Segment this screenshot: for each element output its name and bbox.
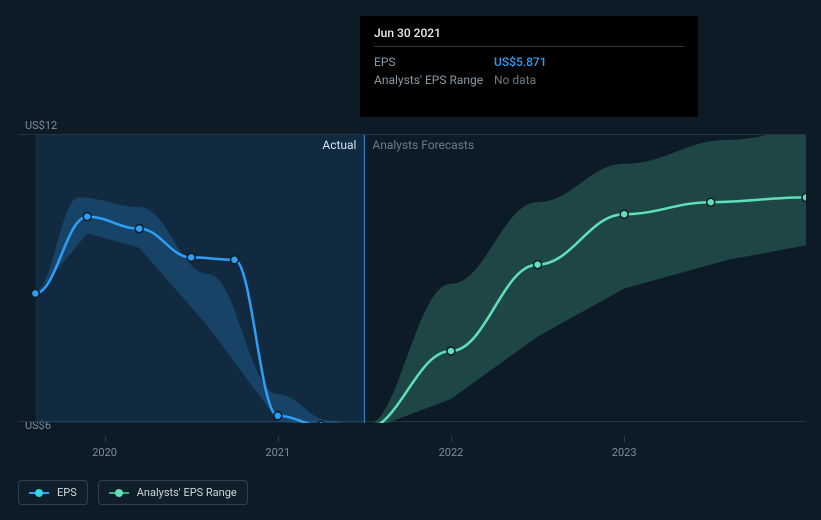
tooltip-divider bbox=[374, 46, 684, 47]
eps-band-forecast bbox=[364, 135, 806, 423]
legend-label: EPS bbox=[57, 486, 77, 499]
eps-marker bbox=[83, 213, 91, 221]
plot-svg bbox=[18, 135, 806, 423]
x-tick bbox=[105, 436, 106, 442]
tooltip-eps-value: US$5.871 bbox=[494, 53, 547, 71]
chart-area: US$12 US$6 Actual Analysts Forecasts 202… bbox=[18, 120, 806, 440]
tooltip-row-range: Analysts' EPS Range No data bbox=[374, 71, 684, 89]
forecast-marker bbox=[620, 210, 628, 218]
x-tick-label: 2020 bbox=[92, 446, 117, 459]
eps-marker bbox=[230, 256, 238, 264]
legend-swatch bbox=[29, 488, 49, 498]
eps-marker bbox=[31, 289, 39, 297]
forecast-marker bbox=[707, 198, 715, 206]
tooltip-row-eps: EPS US$5.871 bbox=[374, 53, 684, 71]
tooltip-range-value: No data bbox=[494, 71, 536, 89]
y-axis-top-label: US$12 bbox=[25, 119, 57, 132]
x-tick-label: 2022 bbox=[439, 446, 464, 459]
tooltip-date: Jun 30 2021 bbox=[374, 26, 684, 40]
eps-marker bbox=[274, 412, 282, 420]
legend-swatch bbox=[109, 488, 129, 498]
eps-marker bbox=[135, 225, 143, 233]
legend-item[interactable]: EPS bbox=[18, 480, 88, 505]
tooltip-range-label: Analysts' EPS Range bbox=[374, 71, 494, 89]
tooltip-eps-label: EPS bbox=[374, 53, 494, 71]
forecast-marker bbox=[534, 261, 542, 269]
chart-legend: EPS Analysts' EPS Range bbox=[18, 480, 248, 505]
x-axis: 2020 2021 2022 2023 bbox=[18, 436, 806, 464]
forecast-marker bbox=[802, 193, 806, 201]
eps-marker bbox=[187, 253, 195, 261]
forecast-marker bbox=[447, 347, 455, 355]
legend-label: Analysts' EPS Range bbox=[137, 486, 237, 499]
x-tick bbox=[451, 436, 452, 442]
x-tick bbox=[624, 436, 625, 442]
x-tick bbox=[278, 436, 279, 442]
chart-tooltip: Jun 30 2021 EPS US$5.871 Analysts' EPS R… bbox=[360, 16, 698, 117]
eps-forecast-chart: Jun 30 2021 EPS US$5.871 Analysts' EPS R… bbox=[0, 0, 821, 520]
x-tick-label: 2021 bbox=[265, 446, 290, 459]
plot-region[interactable]: Actual Analysts Forecasts bbox=[18, 134, 806, 422]
eps-marker bbox=[317, 421, 325, 423]
x-tick-label: 2023 bbox=[612, 446, 637, 459]
legend-item[interactable]: Analysts' EPS Range bbox=[98, 480, 248, 505]
